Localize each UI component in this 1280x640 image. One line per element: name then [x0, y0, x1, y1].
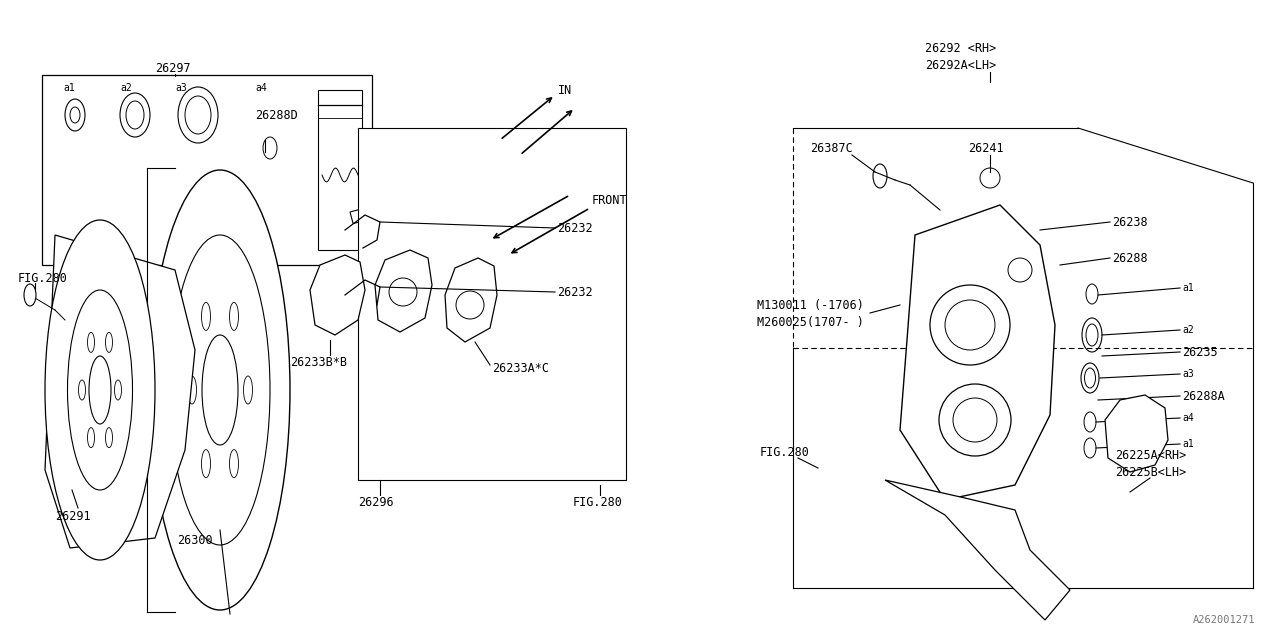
Ellipse shape [187, 376, 197, 404]
Text: 26288D: 26288D [255, 109, 298, 122]
Polygon shape [445, 258, 497, 342]
Text: 26241: 26241 [968, 141, 1004, 154]
Text: a1: a1 [1181, 439, 1194, 449]
Text: 26297: 26297 [155, 61, 191, 74]
Ellipse shape [243, 376, 252, 404]
Ellipse shape [65, 99, 84, 131]
Circle shape [389, 278, 417, 306]
Ellipse shape [90, 356, 111, 424]
Circle shape [456, 291, 484, 319]
Ellipse shape [78, 380, 86, 400]
Ellipse shape [873, 164, 887, 188]
Bar [349, 272, 372, 289]
Bar [349, 207, 372, 223]
Ellipse shape [1085, 324, 1098, 346]
Ellipse shape [125, 101, 143, 129]
Ellipse shape [45, 220, 155, 560]
Text: 26387C: 26387C [810, 141, 852, 154]
Text: FIG.280: FIG.280 [18, 271, 68, 285]
Ellipse shape [24, 284, 36, 306]
Bar [42, 75, 372, 265]
Text: 26225A<RH>: 26225A<RH> [1115, 449, 1187, 461]
Text: a1: a1 [1181, 283, 1194, 293]
Ellipse shape [178, 87, 218, 143]
Ellipse shape [202, 335, 238, 445]
Text: A262001271: A262001271 [1193, 615, 1254, 625]
Text: 26296: 26296 [358, 495, 394, 509]
Text: M130011 (-1706): M130011 (-1706) [756, 298, 864, 312]
Text: 26233B*B: 26233B*B [291, 355, 347, 369]
Ellipse shape [201, 450, 210, 477]
Text: a4: a4 [255, 83, 266, 93]
Text: a1: a1 [63, 83, 74, 93]
Circle shape [954, 398, 997, 442]
Text: 26233A*C: 26233A*C [492, 362, 549, 374]
Ellipse shape [262, 137, 276, 159]
Circle shape [945, 300, 995, 350]
Circle shape [931, 285, 1010, 365]
Ellipse shape [105, 428, 113, 447]
Ellipse shape [229, 450, 238, 477]
Ellipse shape [87, 428, 95, 447]
Text: 26235: 26235 [1181, 346, 1217, 358]
Ellipse shape [105, 332, 113, 353]
Bar [358, 128, 626, 480]
Circle shape [1009, 258, 1032, 282]
Text: 26291: 26291 [55, 509, 91, 522]
Polygon shape [900, 205, 1055, 500]
Text: 26300: 26300 [177, 534, 212, 547]
Text: a3: a3 [1181, 369, 1194, 379]
Ellipse shape [114, 380, 122, 400]
Polygon shape [45, 235, 195, 548]
Circle shape [940, 384, 1011, 456]
Ellipse shape [1084, 438, 1096, 458]
Ellipse shape [68, 290, 133, 490]
Ellipse shape [87, 332, 95, 353]
Ellipse shape [150, 170, 291, 610]
Ellipse shape [1084, 368, 1096, 388]
Text: 26292A<LH>: 26292A<LH> [925, 58, 996, 72]
Ellipse shape [1084, 412, 1096, 432]
Ellipse shape [186, 96, 211, 134]
Polygon shape [884, 480, 1070, 620]
Text: a3: a3 [175, 83, 187, 93]
Text: M260025(1707- ): M260025(1707- ) [756, 316, 864, 328]
Text: 26238: 26238 [1112, 216, 1148, 228]
Text: a4: a4 [1181, 413, 1194, 423]
Text: 26225B<LH>: 26225B<LH> [1115, 465, 1187, 479]
Text: 26232: 26232 [557, 221, 593, 234]
Ellipse shape [1085, 284, 1098, 304]
Ellipse shape [1082, 363, 1100, 393]
Ellipse shape [201, 302, 210, 330]
Ellipse shape [229, 302, 238, 330]
Text: 26232: 26232 [557, 285, 593, 298]
Polygon shape [375, 250, 433, 332]
Text: a2: a2 [1181, 325, 1194, 335]
Bar [317, 90, 362, 250]
Text: 26288: 26288 [1112, 252, 1148, 264]
Text: FIG.280: FIG.280 [573, 495, 623, 509]
Text: FIG.280: FIG.280 [760, 445, 810, 458]
Polygon shape [310, 255, 365, 335]
Text: IN: IN [558, 83, 572, 97]
Ellipse shape [70, 107, 79, 123]
Ellipse shape [1082, 318, 1102, 352]
Circle shape [980, 168, 1000, 188]
Text: a2: a2 [120, 83, 132, 93]
Ellipse shape [170, 235, 270, 545]
Text: 26292 <RH>: 26292 <RH> [925, 42, 996, 54]
Polygon shape [1105, 395, 1169, 472]
Text: FRONT: FRONT [591, 193, 627, 207]
Text: 26288A: 26288A [1181, 390, 1225, 403]
Ellipse shape [120, 93, 150, 137]
